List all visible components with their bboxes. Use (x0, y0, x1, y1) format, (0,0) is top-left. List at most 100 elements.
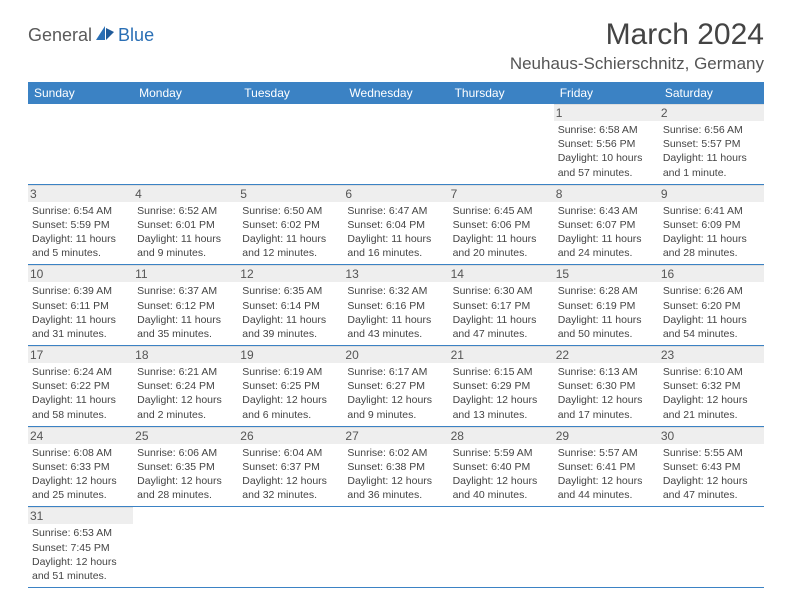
day-info: Sunrise: 6:02 AMSunset: 6:38 PMDaylight:… (347, 446, 444, 503)
day-cell: 9Sunrise: 6:41 AMSunset: 6:09 PMDaylight… (659, 185, 764, 265)
day-cell: 30 Sunrise: 5:55 AMSunset: 6:43 PMDayligh… (659, 427, 764, 507)
day-cell: 15 Sunrise: 6:28 AMSunset: 6:19 PMDayligh… (554, 265, 659, 345)
day-cell: 24 Sunrise: 6:08 AMSunset: 6:33 PMDayligh… (28, 427, 133, 507)
day-info: Sunrise: 6:24 AMSunset: 6:22 PMDaylight:… (32, 365, 129, 422)
day-number: 24 (28, 428, 133, 444)
day-cell: 29 Sunrise: 5:57 AMSunset: 6:41 PMDayligh… (554, 427, 659, 507)
logo: General Blue (28, 24, 154, 47)
day-cell: 5Sunrise: 6:50 AMSunset: 6:02 PMDaylight… (238, 185, 343, 265)
week-row: 1 Sunrise: 6:58 AMSunset: 5:56 PMDaylight… (28, 104, 764, 185)
day-info: Sunrise: 6:50 AMSunset: 6:02 PMDaylight:… (242, 204, 339, 261)
day-info: Sunrise: 6:26 AMSunset: 6:20 PMDaylight:… (663, 284, 760, 341)
day-info: Sunrise: 6:47 AMSunset: 6:04 PMDaylight:… (347, 204, 444, 261)
day-cell: 11 Sunrise: 6:37 AMSunset: 6:12 PMDayligh… (133, 265, 238, 345)
day-number: 29 (554, 428, 659, 444)
day-info: Sunrise: 6:28 AMSunset: 6:19 PMDaylight:… (558, 284, 655, 341)
empty-cell (133, 104, 238, 184)
day-info: Sunrise: 6:52 AMSunset: 6:01 PMDaylight:… (137, 204, 234, 261)
day-info: Sunrise: 6:21 AMSunset: 6:24 PMDaylight:… (137, 365, 234, 422)
week-row: 10 Sunrise: 6:39 AMSunset: 6:11 PMDayligh… (28, 265, 764, 346)
logo-text-general: General (28, 25, 92, 46)
day-number: 17 (28, 347, 133, 363)
empty-cell (238, 104, 343, 184)
day-info: Sunrise: 6:58 AMSunset: 5:56 PMDaylight:… (558, 123, 655, 180)
day-cell: 23 Sunrise: 6:10 AMSunset: 6:32 PMDayligh… (659, 346, 764, 426)
day-info: Sunrise: 6:10 AMSunset: 6:32 PMDaylight:… (663, 365, 760, 422)
week-row: 31Sunrise: 6:53 AMSunset: 7:45 PMDayligh… (28, 507, 764, 588)
day-cell: 14Sunrise: 6:30 AMSunset: 6:17 PMDayligh… (449, 265, 554, 345)
day-cell: 26Sunrise: 6:04 AMSunset: 6:37 PMDayligh… (238, 427, 343, 507)
day-info: Sunrise: 5:55 AMSunset: 6:43 PMDaylight:… (663, 446, 760, 503)
day-cell: 10 Sunrise: 6:39 AMSunset: 6:11 PMDayligh… (28, 265, 133, 345)
day-cell: 17 Sunrise: 6:24 AMSunset: 6:22 PMDayligh… (28, 346, 133, 426)
day-cell: 27 Sunrise: 6:02 AMSunset: 6:38 PMDayligh… (343, 427, 448, 507)
day-number: 3 (28, 186, 133, 202)
day-info: Sunrise: 6:53 AMSunset: 7:45 PMDaylight:… (32, 526, 129, 583)
day-header: Thursday (449, 82, 554, 104)
day-number: 22 (554, 347, 659, 363)
day-number: 11 (133, 266, 238, 282)
logo-text-blue: Blue (118, 25, 154, 46)
day-number: 19 (238, 347, 343, 363)
day-number: 12 (238, 266, 343, 282)
day-cell: 7Sunrise: 6:45 AMSunset: 6:06 PMDaylight… (449, 185, 554, 265)
day-number: 18 (133, 347, 238, 363)
day-info: Sunrise: 6:17 AMSunset: 6:27 PMDaylight:… (347, 365, 444, 422)
day-cell: 21Sunrise: 6:15 AMSunset: 6:29 PMDayligh… (449, 346, 554, 426)
title-block: March 2024 Neuhaus-Schierschnitz, German… (510, 18, 764, 74)
day-header: Friday (554, 82, 659, 104)
month-title: March 2024 (510, 18, 764, 52)
day-number: 23 (659, 347, 764, 363)
day-info: Sunrise: 6:56 AMSunset: 5:57 PMDaylight:… (663, 123, 760, 180)
day-cell: 18 Sunrise: 6:21 AMSunset: 6:24 PMDayligh… (133, 346, 238, 426)
day-cell: 1 Sunrise: 6:58 AMSunset: 5:56 PMDaylight… (554, 104, 659, 184)
day-number: 26 (238, 428, 343, 444)
day-info: Sunrise: 6:32 AMSunset: 6:16 PMDaylight:… (347, 284, 444, 341)
day-number: 1 (554, 105, 659, 121)
day-header-row: SundayMondayTuesdayWednesdayThursdayFrid… (28, 82, 764, 104)
day-number: 10 (28, 266, 133, 282)
weeks-container: 1 Sunrise: 6:58 AMSunset: 5:56 PMDaylight… (28, 104, 764, 588)
day-number: 30 (659, 428, 764, 444)
day-cell: 12Sunrise: 6:35 AMSunset: 6:14 PMDayligh… (238, 265, 343, 345)
day-info: Sunrise: 6:39 AMSunset: 6:11 PMDaylight:… (32, 284, 129, 341)
day-info: Sunrise: 6:43 AMSunset: 6:07 PMDaylight:… (558, 204, 655, 261)
empty-cell (554, 507, 659, 587)
week-row: 24 Sunrise: 6:08 AMSunset: 6:33 PMDayligh… (28, 427, 764, 508)
day-cell: 6Sunrise: 6:47 AMSunset: 6:04 PMDaylight… (343, 185, 448, 265)
day-cell: 19 Sunrise: 6:19 AMSunset: 6:25 PMDayligh… (238, 346, 343, 426)
day-cell: 13 Sunrise: 6:32 AMSunset: 6:16 PMDayligh… (343, 265, 448, 345)
sail-icon (94, 24, 116, 47)
calendar: SundayMondayTuesdayWednesdayThursdayFrid… (28, 82, 764, 588)
day-number: 27 (343, 428, 448, 444)
day-info: Sunrise: 5:57 AMSunset: 6:41 PMDaylight:… (558, 446, 655, 503)
day-info: Sunrise: 5:59 AMSunset: 6:40 PMDaylight:… (453, 446, 550, 503)
day-number: 13 (343, 266, 448, 282)
day-info: Sunrise: 6:37 AMSunset: 6:12 PMDaylight:… (137, 284, 234, 341)
day-info: Sunrise: 6:45 AMSunset: 6:06 PMDaylight:… (453, 204, 550, 261)
day-cell: 20 Sunrise: 6:17 AMSunset: 6:27 PMDayligh… (343, 346, 448, 426)
empty-cell (343, 507, 448, 587)
day-number: 21 (449, 347, 554, 363)
empty-cell (659, 507, 764, 587)
day-number: 20 (343, 347, 448, 363)
day-info: Sunrise: 6:19 AMSunset: 6:25 PMDaylight:… (242, 365, 339, 422)
day-number: 4 (133, 186, 238, 202)
day-cell: 31Sunrise: 6:53 AMSunset: 7:45 PMDayligh… (28, 507, 133, 587)
day-info: Sunrise: 6:06 AMSunset: 6:35 PMDaylight:… (137, 446, 234, 503)
day-number: 16 (659, 266, 764, 282)
empty-cell (238, 507, 343, 587)
day-number: 28 (449, 428, 554, 444)
day-cell: 3 Sunrise: 6:54 AMSunset: 5:59 PMDaylight… (28, 185, 133, 265)
empty-cell (133, 507, 238, 587)
day-info: Sunrise: 6:08 AMSunset: 6:33 PMDaylight:… (32, 446, 129, 503)
empty-cell (28, 104, 133, 184)
day-info: Sunrise: 6:54 AMSunset: 5:59 PMDaylight:… (32, 204, 129, 261)
day-cell: 2 Sunrise: 6:56 AMSunset: 5:57 PMDaylight… (659, 104, 764, 184)
day-info: Sunrise: 6:30 AMSunset: 6:17 PMDaylight:… (453, 284, 550, 341)
week-row: 3 Sunrise: 6:54 AMSunset: 5:59 PMDaylight… (28, 185, 764, 266)
day-number: 15 (554, 266, 659, 282)
day-header: Monday (133, 82, 238, 104)
empty-cell (343, 104, 448, 184)
day-number: 2 (659, 105, 764, 121)
